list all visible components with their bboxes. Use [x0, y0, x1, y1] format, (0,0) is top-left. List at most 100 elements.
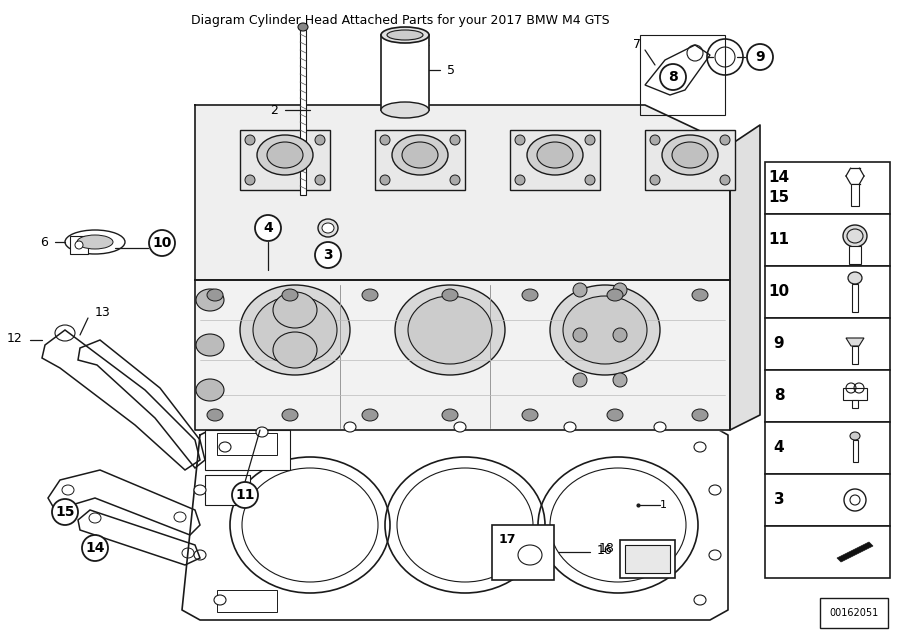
Bar — [375, 130, 465, 190]
Ellipse shape — [408, 296, 492, 364]
Ellipse shape — [267, 142, 303, 168]
Ellipse shape — [245, 175, 255, 185]
Bar — [300, 30, 306, 195]
Ellipse shape — [273, 332, 317, 368]
Ellipse shape — [650, 135, 660, 145]
Text: 4: 4 — [263, 221, 273, 235]
Bar — [205, 475, 250, 505]
Text: Diagram Cylinder Head Attached Parts for your 2017 BMW M4 GTS: Diagram Cylinder Head Attached Parts for… — [191, 14, 609, 27]
Circle shape — [149, 230, 175, 256]
Bar — [851, 184, 859, 206]
Ellipse shape — [613, 373, 627, 387]
Bar — [849, 246, 861, 264]
Polygon shape — [182, 425, 728, 620]
Ellipse shape — [315, 175, 325, 185]
Bar — [765, 162, 890, 214]
Text: 8: 8 — [668, 70, 678, 84]
Ellipse shape — [256, 427, 268, 437]
Ellipse shape — [282, 409, 298, 421]
Ellipse shape — [654, 422, 666, 432]
Ellipse shape — [522, 409, 538, 421]
Bar — [205, 430, 290, 470]
Text: 14: 14 — [86, 541, 104, 555]
Ellipse shape — [392, 135, 448, 175]
Ellipse shape — [720, 175, 730, 185]
Ellipse shape — [214, 595, 226, 605]
Ellipse shape — [850, 495, 860, 505]
Bar — [765, 318, 890, 370]
Ellipse shape — [550, 285, 660, 375]
Ellipse shape — [672, 142, 708, 168]
Ellipse shape — [194, 550, 206, 560]
Bar — [852, 440, 858, 462]
Ellipse shape — [196, 379, 224, 401]
Text: 8: 8 — [774, 389, 784, 403]
Text: 13: 13 — [95, 305, 111, 319]
Ellipse shape — [318, 219, 338, 237]
Bar — [852, 346, 858, 364]
Ellipse shape — [692, 409, 708, 421]
Ellipse shape — [298, 23, 308, 31]
Ellipse shape — [613, 283, 627, 297]
Bar — [852, 400, 858, 408]
Bar — [765, 526, 890, 578]
Ellipse shape — [709, 550, 721, 560]
Bar — [620, 540, 675, 578]
Ellipse shape — [380, 175, 390, 185]
Text: 11: 11 — [769, 233, 789, 247]
Ellipse shape — [454, 422, 466, 432]
Ellipse shape — [402, 142, 438, 168]
Ellipse shape — [442, 289, 458, 301]
Ellipse shape — [387, 30, 423, 40]
Ellipse shape — [380, 135, 390, 145]
Polygon shape — [730, 125, 760, 430]
Ellipse shape — [450, 135, 460, 145]
Ellipse shape — [709, 485, 721, 495]
Text: 6: 6 — [40, 235, 48, 249]
Bar — [820, 598, 888, 628]
Ellipse shape — [585, 175, 595, 185]
Ellipse shape — [515, 175, 525, 185]
Ellipse shape — [196, 334, 224, 356]
Ellipse shape — [850, 432, 860, 440]
Text: 9: 9 — [774, 336, 784, 352]
Ellipse shape — [694, 595, 706, 605]
Bar — [765, 266, 890, 318]
Ellipse shape — [607, 409, 623, 421]
Ellipse shape — [527, 135, 583, 175]
Ellipse shape — [573, 373, 587, 387]
Ellipse shape — [537, 142, 573, 168]
Ellipse shape — [662, 135, 718, 175]
Ellipse shape — [194, 485, 206, 495]
Text: 15: 15 — [55, 505, 75, 519]
Ellipse shape — [650, 175, 660, 185]
Ellipse shape — [207, 409, 223, 421]
Bar — [843, 388, 867, 400]
Text: 9: 9 — [755, 50, 765, 64]
Ellipse shape — [442, 409, 458, 421]
Bar — [640, 35, 725, 115]
Ellipse shape — [692, 289, 708, 301]
Ellipse shape — [315, 135, 325, 145]
Ellipse shape — [694, 442, 706, 452]
Bar — [492, 525, 554, 580]
Bar — [645, 130, 735, 190]
Ellipse shape — [720, 135, 730, 145]
Ellipse shape — [362, 289, 378, 301]
Bar — [765, 474, 890, 526]
Polygon shape — [195, 280, 730, 430]
Bar — [217, 433, 277, 455]
Bar — [852, 284, 858, 312]
Text: 16: 16 — [597, 544, 613, 556]
Ellipse shape — [564, 422, 576, 432]
Ellipse shape — [282, 289, 298, 301]
Polygon shape — [195, 105, 730, 280]
Text: 15: 15 — [769, 191, 789, 205]
Bar — [765, 370, 890, 422]
Text: 14: 14 — [769, 170, 789, 184]
Text: 3: 3 — [323, 248, 333, 262]
Ellipse shape — [362, 409, 378, 421]
Ellipse shape — [245, 135, 255, 145]
Ellipse shape — [75, 241, 83, 249]
Ellipse shape — [273, 292, 317, 328]
